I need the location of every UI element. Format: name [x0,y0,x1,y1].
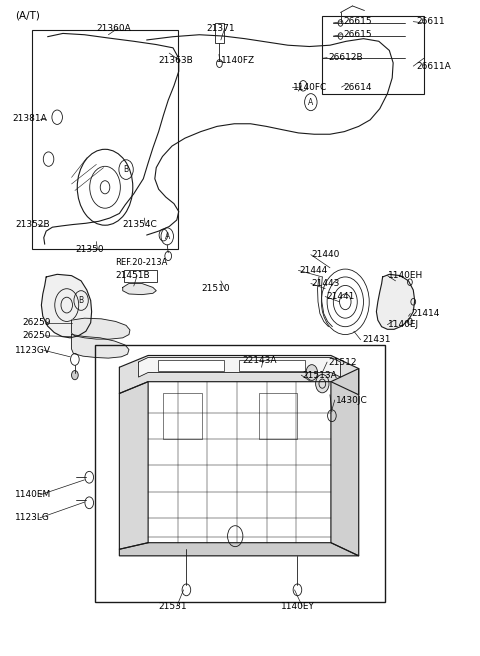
Text: 1140FZ: 1140FZ [221,56,255,66]
Text: 26250: 26250 [22,331,51,340]
Text: 1123LG: 1123LG [15,514,50,522]
Text: 1123GV: 1123GV [15,346,51,355]
Text: 1140EM: 1140EM [15,491,51,499]
Text: 21352B: 21352B [15,220,49,229]
Text: 21363B: 21363B [158,56,193,66]
Text: 21381A: 21381A [12,114,48,123]
Text: 1140FC: 1140FC [293,83,327,92]
Text: 21513A: 21513A [302,371,337,380]
Polygon shape [72,335,129,358]
Text: 21414: 21414 [411,309,440,318]
Text: 21441: 21441 [326,292,355,301]
Polygon shape [139,358,340,377]
Text: 1140EY: 1140EY [281,602,314,611]
Text: 21431: 21431 [362,335,391,344]
Text: 21371: 21371 [206,24,235,33]
Text: A: A [165,232,170,241]
Polygon shape [41,274,92,338]
Bar [32,30,178,249]
Bar [157,360,224,371]
Text: 21512: 21512 [328,358,357,367]
Circle shape [72,371,78,380]
Text: 21510: 21510 [202,284,230,293]
Circle shape [306,365,318,380]
Text: 26611: 26611 [416,17,445,26]
Text: 26259: 26259 [22,318,51,327]
Polygon shape [120,356,359,395]
Text: 26614: 26614 [343,83,372,92]
Bar [239,360,305,371]
Text: 21350: 21350 [75,245,104,254]
Text: 21451B: 21451B [116,271,150,280]
Polygon shape [376,274,415,329]
Text: 21531: 21531 [158,602,187,611]
Text: REF.20-213A: REF.20-213A [116,258,168,267]
Text: 21440: 21440 [312,250,340,259]
Text: 26611A: 26611A [416,62,451,71]
Polygon shape [72,318,130,339]
Bar [163,394,202,440]
Bar [259,394,298,440]
Text: (A/T): (A/T) [15,10,40,21]
Text: 1140EJ: 1140EJ [388,320,420,329]
Text: 21360A: 21360A [96,24,131,33]
Text: 1140EH: 1140EH [388,271,424,280]
Text: 22143A: 22143A [242,356,277,365]
Bar [215,23,224,43]
Text: 26615: 26615 [343,30,372,39]
Text: B: B [123,165,129,174]
Bar [124,270,157,282]
Circle shape [316,375,329,393]
Text: 21443: 21443 [312,279,340,288]
Polygon shape [331,369,359,556]
Bar [323,16,424,94]
Polygon shape [123,283,156,295]
Text: 21354C: 21354C [123,220,157,229]
Polygon shape [120,543,359,556]
Text: A: A [308,98,313,107]
Polygon shape [120,382,148,549]
Text: 1430JC: 1430JC [336,396,368,405]
Bar [96,345,385,602]
Text: 26612B: 26612B [328,53,363,62]
Text: B: B [79,296,84,305]
Text: 21444: 21444 [300,266,328,275]
Text: 26615: 26615 [343,17,372,26]
